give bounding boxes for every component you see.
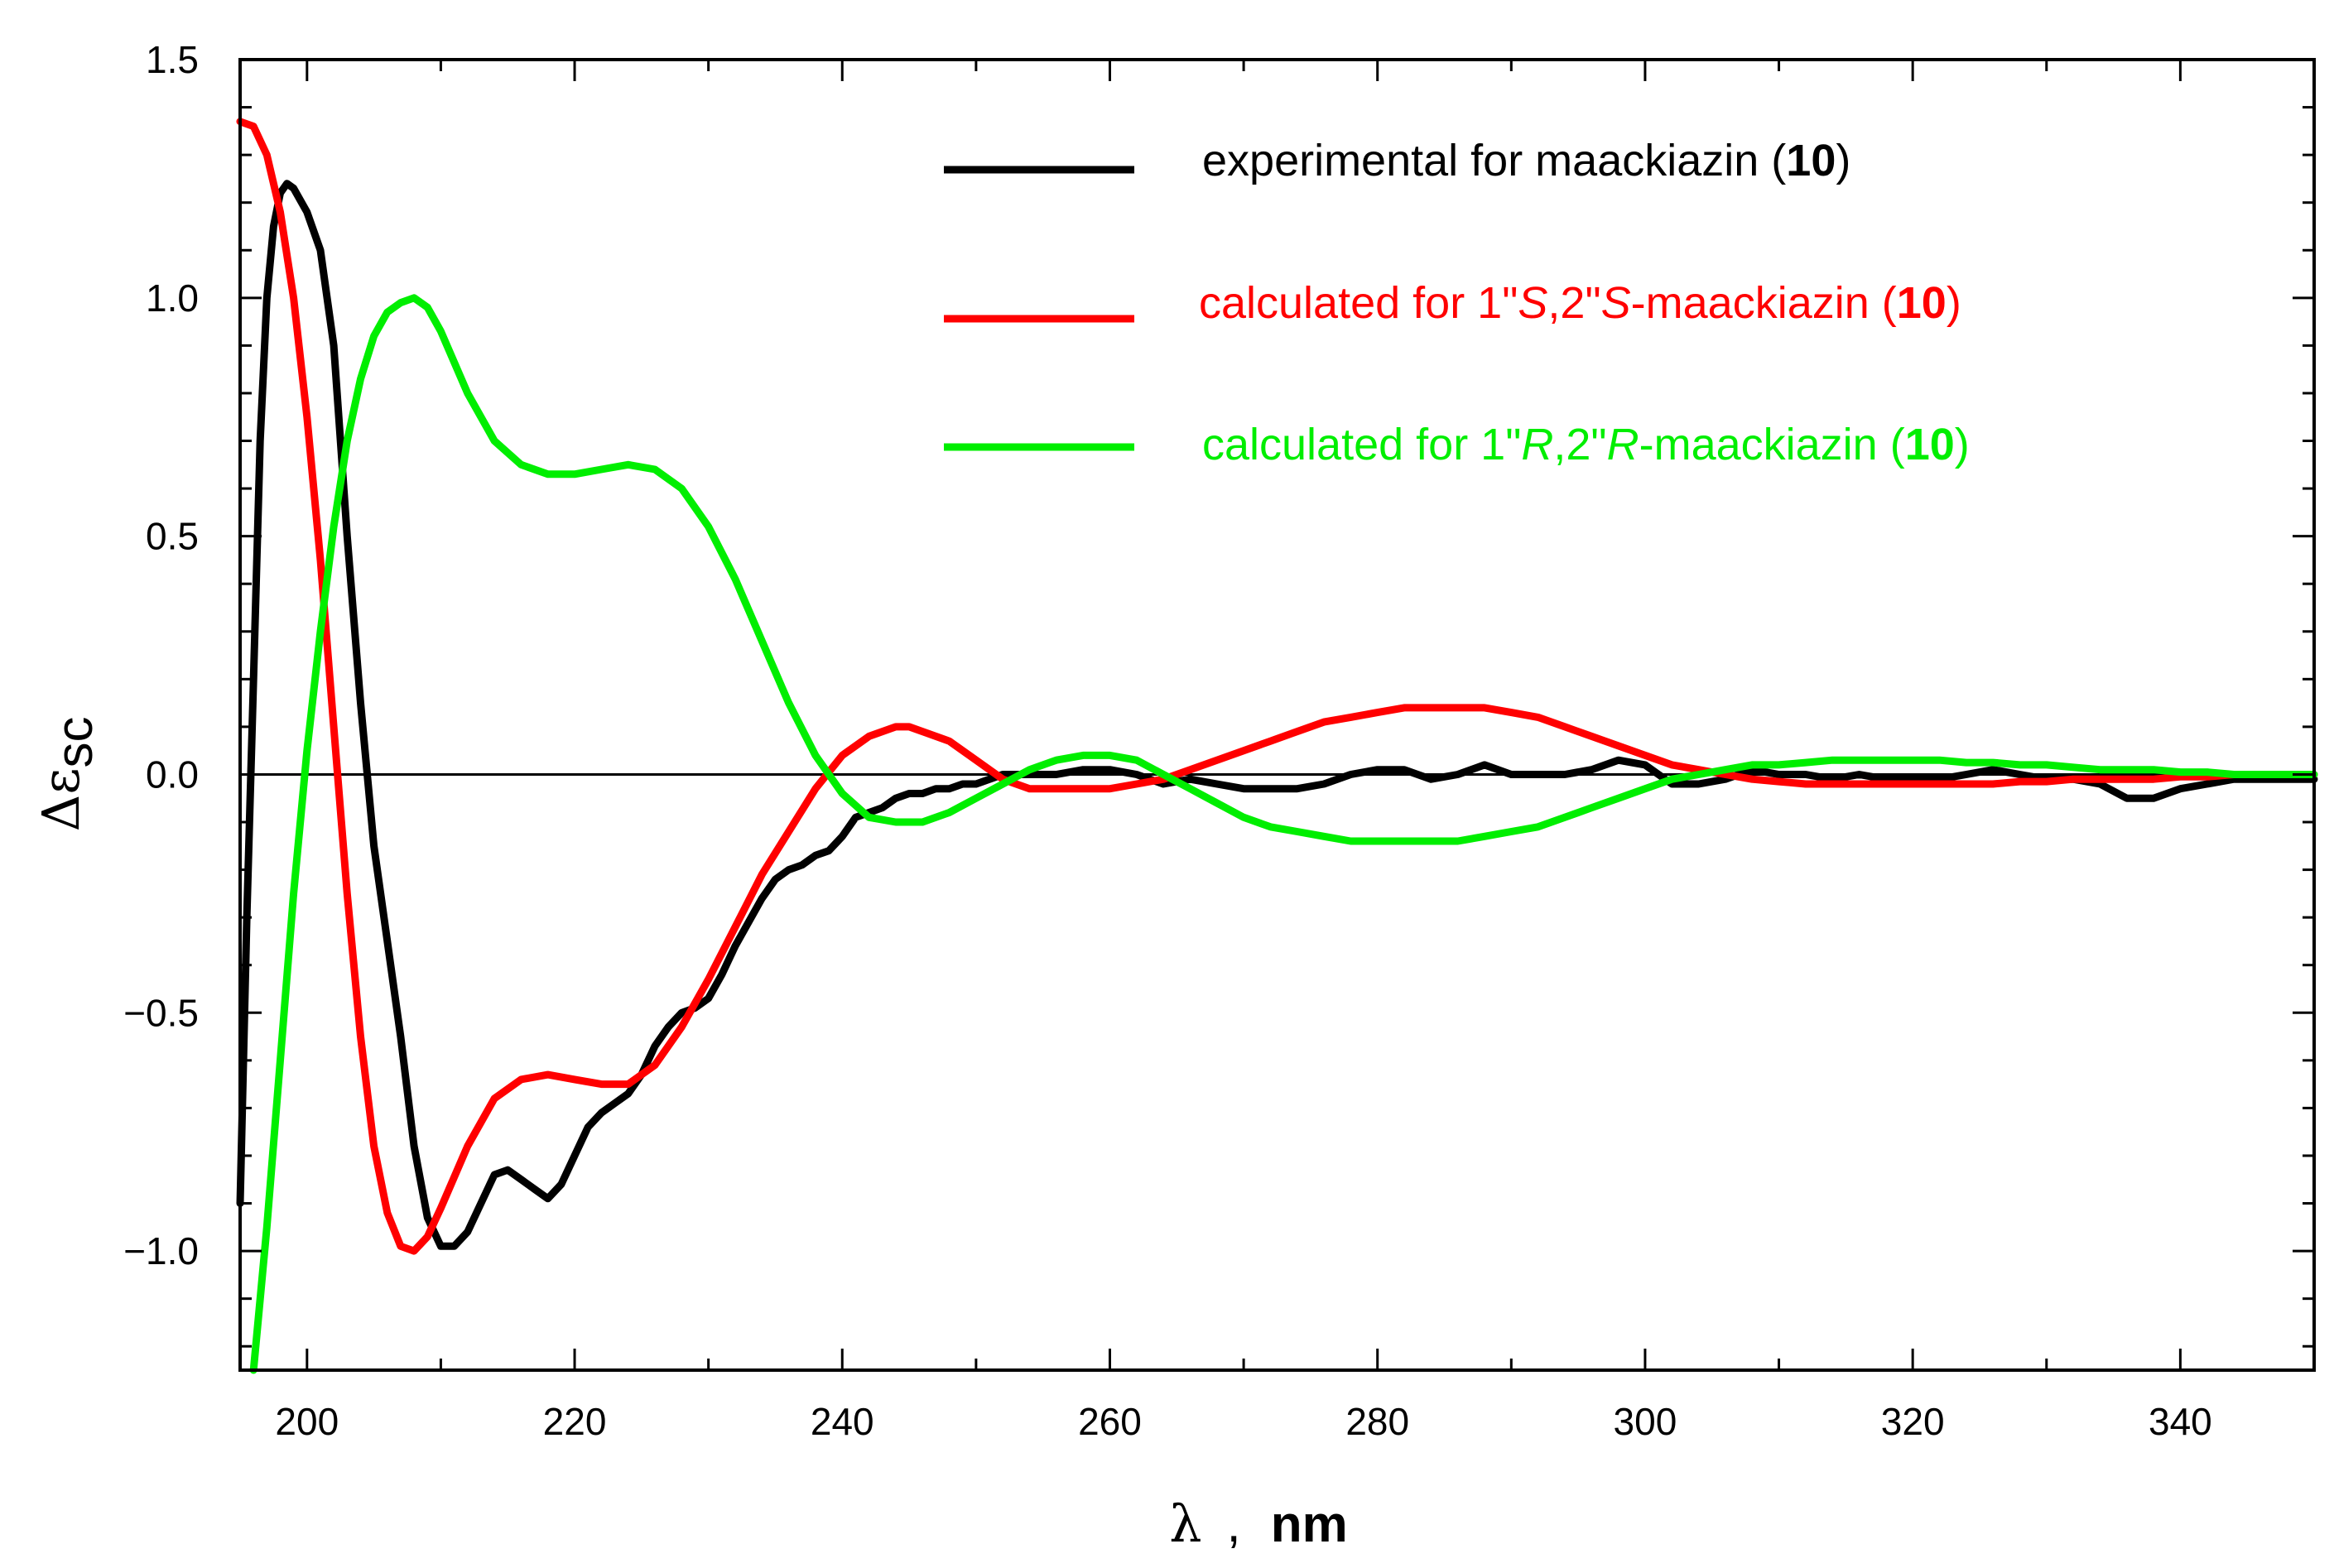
x-tick-label: 220	[543, 1400, 607, 1443]
x-tick-label: 200	[275, 1400, 339, 1443]
legend-text: -maackiazin (	[1639, 420, 1905, 469]
series-layer	[236, 118, 2318, 1374]
legend-text: calculated for 1"	[1202, 420, 1521, 469]
x-tick-label: 280	[1345, 1400, 1409, 1443]
legend-config-2: R	[1607, 420, 1639, 469]
legend-compound-number: 10	[1786, 136, 1836, 185]
y-tick-label: 0.0	[146, 753, 199, 796]
legend-paren: )	[1955, 420, 1970, 469]
legend-compound-number: 10	[1897, 278, 1947, 328]
legend-label-experimental: experimental for maackiazin (10)	[1202, 136, 1850, 185]
series-line-experimental	[236, 180, 2318, 1250]
x-axis-unit: nm	[1271, 1496, 1348, 1553]
x-axis-separator: ,	[1227, 1496, 1241, 1553]
x-axis-symbol: λ	[1169, 1493, 1201, 1554]
y-tick-label: 0.5	[146, 515, 199, 558]
series-line-calc-rr	[249, 294, 2318, 1374]
series-line-calc-ss	[236, 118, 2318, 1255]
y-tick-label: −1.0	[123, 1229, 199, 1272]
x-tick-label: 240	[811, 1400, 874, 1443]
legend-compound-number: 10	[1905, 420, 1955, 469]
legend-paren: )	[1836, 136, 1850, 185]
legend-label-calc-ss: calculated for 1"S,2"S-maackiazin (10)	[1199, 278, 1961, 328]
y-axis-subscript: sc	[46, 717, 103, 768]
legend-text: -maackiazin (	[1631, 278, 1897, 328]
legend-config-1: S	[1518, 278, 1547, 328]
x-tick-label: 320	[1881, 1400, 1945, 1443]
legend-text: ,2"	[1547, 278, 1600, 328]
legend-text-experimental: experimental for maackiazin (	[1202, 136, 1786, 185]
legend: experimental for maackiazin (10) calcula…	[944, 136, 1970, 469]
x-axis-ticks: 200 220 240 260 280 300 320 340	[275, 60, 2316, 1443]
legend-paren: )	[1947, 278, 1961, 328]
y-axis-ticks: −1.0 −0.5 0.0 0.5 1.0 1.5	[123, 38, 2314, 1348]
x-tick-label: 300	[1614, 1400, 1677, 1443]
plot-frame	[238, 58, 2316, 1372]
legend-text: calculated for 1"	[1199, 278, 1518, 328]
y-tick-label: 1.5	[146, 38, 199, 81]
y-tick-label: −0.5	[123, 991, 199, 1034]
x-tick-label: 340	[2149, 1400, 2212, 1443]
y-axis-symbol: Δε	[31, 768, 91, 832]
legend-config-1: R	[1521, 420, 1553, 469]
y-tick-label: 1.0	[146, 277, 199, 320]
x-tick-label: 260	[1078, 1400, 1142, 1443]
legend-text: ,2"	[1553, 420, 1606, 469]
legend-config-2: S	[1601, 278, 1631, 328]
y-axis-title: Δεsc	[31, 717, 103, 832]
x-axis-title: λ, nm	[1169, 1493, 1348, 1554]
legend-label-calc-rr: calculated for 1"R,2"R-maackiazin (10)	[1202, 420, 1970, 469]
